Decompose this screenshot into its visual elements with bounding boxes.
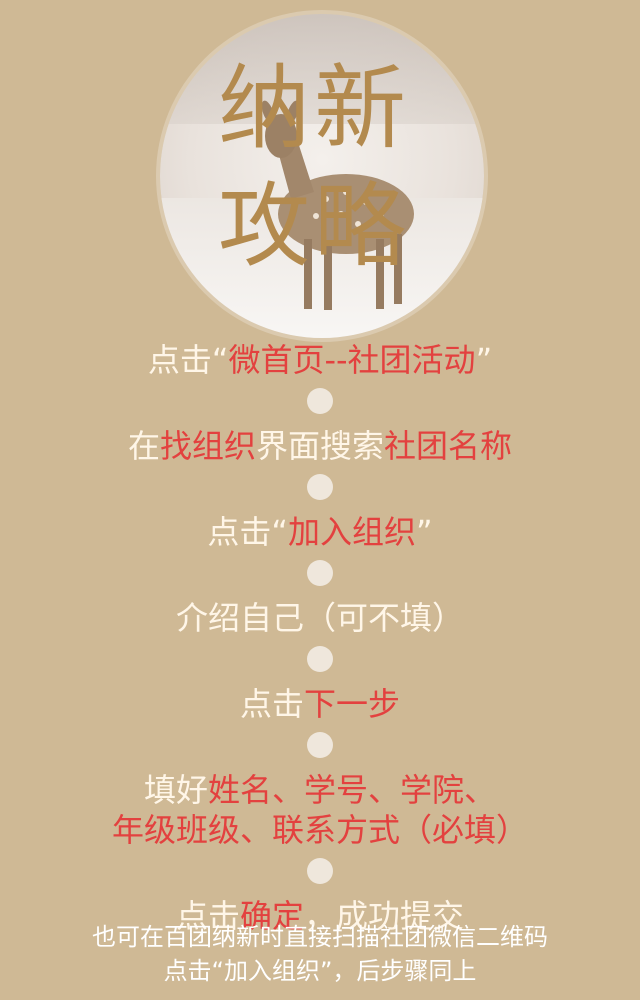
step-connector-dot xyxy=(307,646,333,672)
step-4: 介绍自己（可不填） xyxy=(175,599,464,637)
step-2: 在找组织界面搜索社团名称 xyxy=(127,427,513,465)
step-6-line1: 填好姓名、学号、学院、 xyxy=(143,771,497,809)
step-connector-dot xyxy=(307,732,333,758)
step-3: 点击“加入组织” xyxy=(207,513,433,551)
step-connector-dot xyxy=(307,858,333,884)
step-connector-dot xyxy=(307,474,333,500)
hero-title: 纳新 攻略 xyxy=(218,50,458,286)
step-connector-dot xyxy=(307,560,333,586)
step-5: 点击下一步 xyxy=(239,685,401,723)
footer-line2: 点击“加入组织”，后步骤同上 xyxy=(163,957,477,985)
step-7: 点击确定，成功提交 xyxy=(175,897,465,935)
hero-title-line2: 攻略 xyxy=(218,173,411,280)
hero-trees-background xyxy=(160,14,484,124)
hero-circle-image xyxy=(160,14,484,338)
step-1: 点击“微首页--社团活动” xyxy=(147,341,493,379)
footer-note: 也可在百团纳新时直接扫描社团微信二维码 点击“加入组织”，后步骤同上 xyxy=(0,920,640,988)
steps-list: 点击“微首页--社团活动” 在找组织界面搜索社团名称 点击“加入组织” 介绍自己… xyxy=(0,340,640,936)
deer-illustration xyxy=(261,100,414,310)
step-connector-dot xyxy=(307,388,333,414)
footer-line1: 也可在百团纳新时直接扫描社团微信二维码 xyxy=(92,923,548,951)
step-6-line2: 年级班级、联系方式（必填） xyxy=(111,811,528,849)
hero-title-line1: 纳新 xyxy=(218,55,411,162)
